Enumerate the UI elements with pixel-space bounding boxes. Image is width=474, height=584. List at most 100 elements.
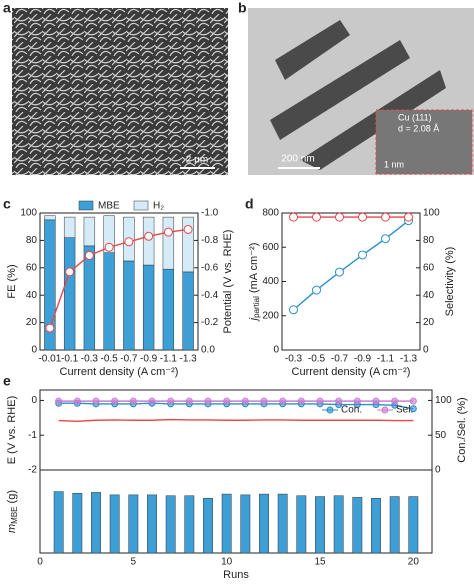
plot-frame [39,212,199,351]
y2-tick-label: 100 [435,395,452,406]
bar [165,495,176,554]
bar [147,494,157,554]
bar [221,493,232,554]
marker [111,397,119,405]
marker [183,224,193,234]
x-tick-label: -0.9 [354,354,372,365]
bar [333,495,344,554]
marker [353,397,361,405]
marker [163,227,173,237]
y2-tick-label: -1.0 [201,208,219,219]
x-tick-label: -0.3 [285,354,303,365]
y2-label: Selectivity (%) [444,247,456,317]
x-tick-label: -0.5 [308,354,326,365]
inset-plane: Cu (111) [398,112,432,122]
legend-marker [326,406,334,414]
bar [53,491,64,554]
y-tick-label: 800 [262,208,279,219]
x-tick-label: -1.1 [377,354,395,365]
marker [148,397,156,405]
plot-frame [39,469,433,554]
marker [279,397,287,405]
x-tick-label: -1.3 [400,354,418,365]
y-tick-label: -1 [28,430,37,441]
panel-label: d [245,196,254,212]
bar [109,494,120,554]
y2-tick-label: -0.2 [201,317,219,328]
bar [83,245,96,351]
marker [260,397,268,405]
y-tick-label: -2 [28,465,37,476]
bar [315,496,325,554]
y2-tick-label: 0 [423,345,429,356]
y-tick-label: 200 [262,310,279,321]
label-part: (g) [6,490,18,507]
panel-label: e [3,373,11,389]
label-part: j [248,317,260,322]
x-tick-label: 20 [408,557,420,568]
marker [55,397,63,405]
scale-label: 2 μm [186,155,208,166]
bar [259,493,269,554]
y-tick-label: 20 [26,317,38,328]
y-tick-label: 600 [262,242,279,253]
bar [352,497,363,554]
y-label: mMBE (g) [6,490,19,533]
bar [63,216,76,238]
bar [142,264,155,351]
bar [162,268,175,351]
bar [103,252,115,351]
marker [335,397,343,405]
bar [83,216,96,247]
bar [371,497,381,554]
label-part: MBE [10,506,19,523]
x-tick-label: -0.01 [38,354,61,365]
sem-image [12,8,228,175]
marker [358,250,367,260]
marker [45,323,55,333]
marker [185,397,193,405]
y2-label: Potential (V vs. RHE) [222,230,234,334]
x-tick-label: -1.1 [160,354,178,365]
scale-label: 200 nm [281,154,314,165]
y2-label: Con./Sel. (%) [456,397,468,462]
line [58,418,414,423]
panel-label: b [238,0,247,16]
nanowires [270,20,446,170]
marker [316,397,324,405]
inset-scale: 1 nm [384,159,404,169]
y2-tick-label: 0 [435,465,441,476]
marker [312,212,321,222]
marker [241,397,249,405]
x-tick-label: 0 [37,557,43,568]
x-label: Runs [223,569,249,579]
marker [104,242,114,252]
bar [91,492,101,554]
y-tick-label: 100 [20,208,37,219]
marker [84,250,94,260]
x-tick-label: -0.5 [101,354,119,365]
label-part: partial [252,296,261,318]
label-part: m [6,524,18,533]
bar [203,497,213,554]
label-part: (mA cm⁻²) [248,243,260,296]
y-tick-label: 40 [26,290,38,301]
legend-swatch [78,200,94,211]
bar [44,215,56,221]
bar [103,215,115,253]
marker [335,267,344,277]
y-tick-label: 0 [31,395,37,406]
x-tick-label: -0.9 [140,354,158,365]
bar [184,495,195,554]
inset-spacing: d = 2.08 Å [398,123,439,133]
bar [123,260,135,351]
legend-swatch [133,200,149,211]
marker [289,212,298,222]
panel-label: a [3,0,11,16]
y2-tick-label: 20 [423,317,435,328]
marker [335,212,344,222]
legend-marker [381,406,389,414]
y-label: E (V vs. RHE) [6,396,18,464]
legend-label: H₂ [153,201,164,212]
